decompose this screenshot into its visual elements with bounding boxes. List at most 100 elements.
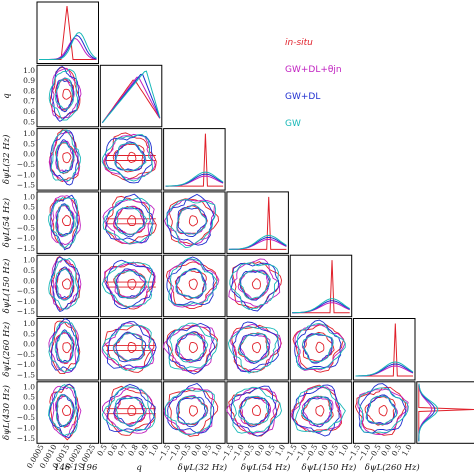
hist-in-situ <box>165 133 224 187</box>
contour-inner <box>239 396 270 428</box>
y-tick-label: −1.0 <box>17 424 35 433</box>
y-tick-label: 1.0 <box>23 66 35 75</box>
y-tick-label: 0.0 <box>23 276 35 285</box>
contour-in-situ-core <box>62 342 72 354</box>
contour-outer <box>166 324 218 373</box>
contour-outer <box>168 257 218 306</box>
contour-outer <box>168 388 219 437</box>
hist-series-3 <box>292 298 350 314</box>
y-tick-label: −0.5 <box>17 160 35 169</box>
contour-outer <box>51 67 82 119</box>
panel-frame <box>163 128 226 191</box>
y-tick-label: −1.5 <box>17 307 35 316</box>
contour-in-situ-core <box>127 215 137 227</box>
contour-in-situ-core <box>378 405 388 417</box>
legend-entry-1: GW+DL+θjn <box>285 65 342 75</box>
contour-inner <box>177 207 207 237</box>
contour-inner <box>114 141 145 171</box>
contour-outer <box>48 321 80 373</box>
contour-inner <box>176 395 208 425</box>
panel-5-3 <box>226 318 289 381</box>
y-axis-label: q <box>2 93 12 99</box>
legend-entry-0: in-situ <box>285 38 313 48</box>
y-tick-label: 0.5 <box>23 117 35 126</box>
contour-outer <box>355 386 407 436</box>
contour-in-situ-core <box>188 342 198 354</box>
contour-outer <box>102 197 153 245</box>
contour-inner <box>176 267 206 299</box>
y-axis-label: δψL(32 Hz) <box>1 135 12 184</box>
contour-inner <box>175 269 207 299</box>
panel-6-5 <box>353 381 416 444</box>
contour-outer <box>107 321 157 369</box>
hist-series-3 <box>101 70 161 124</box>
y-tick-label: 0.7 <box>23 97 35 106</box>
hist-series-3 <box>355 361 414 377</box>
y-tick-label: 0.5 <box>23 393 35 402</box>
contour-inner <box>115 396 147 426</box>
contour-outer <box>50 195 81 245</box>
hist-series-3 <box>228 234 287 250</box>
y-tick-label: −1.5 <box>17 434 35 443</box>
contour-in-situ-core <box>62 404 72 416</box>
x-axis-label: δψL(150 Hz) <box>302 462 357 473</box>
panel-frame <box>36 191 99 254</box>
hist-in-situ <box>228 196 287 250</box>
x-axis-label: δψL(32 Hz) <box>178 462 227 473</box>
panel-frame <box>36 128 99 191</box>
contour-outer <box>226 387 278 435</box>
panel-3-2 <box>163 191 226 254</box>
contour-outer <box>49 383 80 441</box>
y-tick-label: 0.5 <box>23 139 35 148</box>
panel-4-4 <box>289 254 353 318</box>
contour-outer <box>48 197 79 249</box>
contour-outer <box>50 256 80 313</box>
contour-inner <box>55 268 75 301</box>
contour-outer <box>294 319 342 370</box>
panel-frame <box>353 318 416 381</box>
contour-outer <box>230 262 280 312</box>
contour-outer <box>357 388 409 435</box>
contour-inner <box>365 395 398 425</box>
contour-inner <box>176 332 209 363</box>
contour-outer <box>166 322 216 375</box>
panel-1-1 <box>99 64 163 128</box>
contour-inner <box>113 332 144 361</box>
panel-5-1 <box>99 318 163 381</box>
contour-inner <box>302 333 334 363</box>
contour-inner <box>55 394 75 428</box>
contour-outer <box>101 324 153 371</box>
contour-outer <box>50 129 81 182</box>
panel-2-0 <box>36 128 99 191</box>
panel-frame <box>163 191 226 254</box>
panel-6-2 <box>163 381 226 444</box>
contour-outer <box>48 68 78 121</box>
contour-in-situ-core <box>188 215 198 227</box>
contour-outer <box>232 321 280 373</box>
contour-outer <box>166 256 215 306</box>
contour-outer <box>292 384 341 437</box>
y-tick-label: −1.0 <box>17 234 35 243</box>
contour-inner <box>115 206 148 236</box>
y-tick-label: 1.0 <box>23 192 35 201</box>
y-tick-label: 1.0 <box>23 382 35 391</box>
panel-frame <box>36 318 99 381</box>
contour-in-situ-core <box>251 278 261 290</box>
panel-4-0 <box>36 254 99 318</box>
contour-outer <box>168 322 218 370</box>
panel-4-1 <box>99 254 163 318</box>
contour-outer <box>51 65 80 122</box>
x-axis-label: q <box>136 463 142 473</box>
contour-in-situ-core <box>127 278 137 290</box>
contour-in-situ-core <box>62 152 72 164</box>
y-axis-label: δψL(430 Hz) <box>1 385 12 440</box>
panel-frame <box>163 254 226 318</box>
panel-frame <box>36 381 99 444</box>
contour-inner <box>54 330 74 363</box>
y-tick-label: −1.0 <box>17 297 35 306</box>
panel-1-0 <box>36 64 99 128</box>
contour-inner <box>300 395 332 425</box>
x-axis-label: 146·1.196 <box>54 463 98 473</box>
contour-outer <box>48 384 78 437</box>
